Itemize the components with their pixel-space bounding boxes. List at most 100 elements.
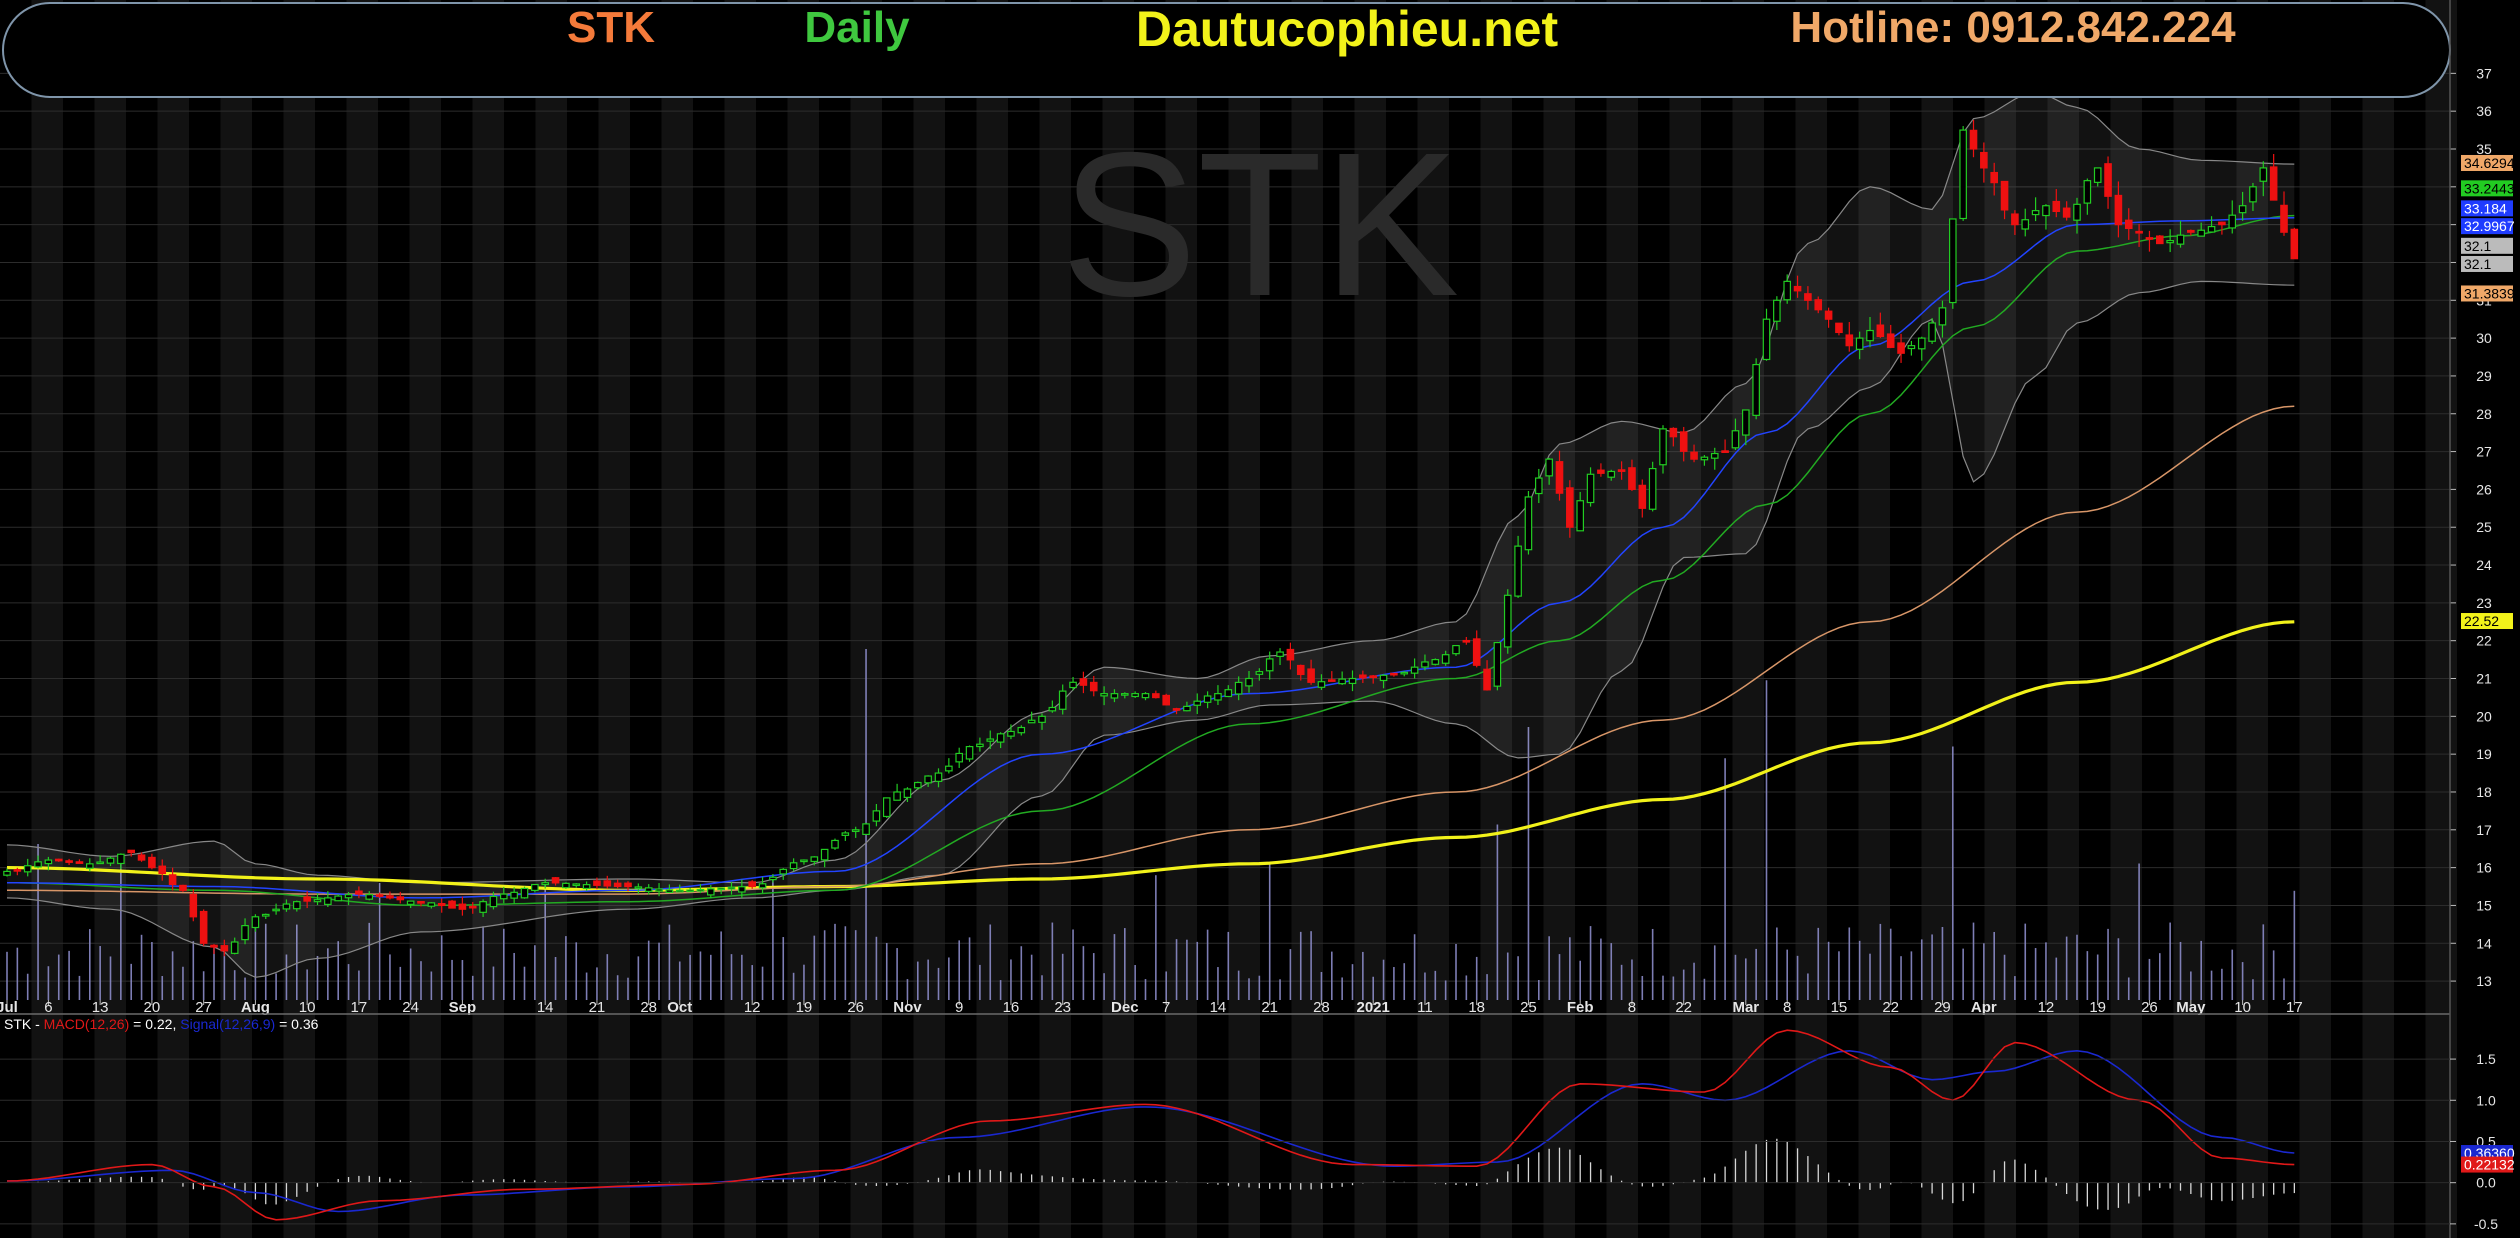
- candle-up: [1007, 730, 1015, 737]
- candle-up: [644, 887, 653, 892]
- date-tick-label: 2021: [1357, 999, 1390, 1016]
- candle-down: [189, 893, 198, 918]
- candle-up: [1245, 677, 1253, 687]
- candle-up: [1234, 681, 1243, 695]
- candle-down: [2290, 228, 2299, 260]
- candle-down: [127, 849, 136, 854]
- price-tag-label: 33.184: [2464, 200, 2507, 216]
- price-grid: [0, 72, 2450, 982]
- candle-up: [851, 829, 860, 833]
- macd-line: [6, 1029, 2295, 1221]
- price-tag-label: 32.1: [2464, 256, 2491, 272]
- candle-up: [758, 883, 767, 889]
- header-bar: STK Daily Dautucophieu.net Hotline: 0912…: [2, 1, 2451, 98]
- date-tick-label: 22: [1675, 999, 1692, 1016]
- candle-up: [1048, 706, 1057, 712]
- date-tick-label: 7: [1162, 999, 1170, 1016]
- signal-line: [6, 1049, 2295, 1213]
- price-tag: [2461, 613, 2513, 630]
- candle-up: [2166, 240, 2174, 244]
- candle-up: [1866, 329, 1874, 342]
- column-band: [2425, 0, 2457, 1238]
- candle-up: [261, 913, 270, 917]
- column-band: [2362, 0, 2394, 1238]
- macd-legend-signal: Signal(12,26,9): [180, 1016, 275, 1032]
- candle-up: [106, 857, 115, 864]
- date-tick-label: 17: [2286, 999, 2303, 1016]
- date-tick-label: 15: [1831, 999, 1848, 1016]
- price-tick-label: 25: [2476, 519, 2492, 535]
- candle-up: [1400, 671, 1409, 675]
- candle-up: [282, 903, 291, 910]
- candle-up: [1203, 695, 1212, 703]
- column-band: [31, 0, 63, 1238]
- price-tag-label: 32.1: [2464, 238, 2491, 254]
- candle-up: [406, 900, 415, 905]
- candle-down: [2269, 166, 2278, 201]
- price-tick-label: 20: [2476, 708, 2492, 724]
- candle-up: [1193, 700, 1202, 706]
- candle-down: [1990, 171, 1999, 184]
- price-tick-label: 24: [2476, 557, 2492, 573]
- candle-up: [945, 765, 953, 772]
- candle-up: [1576, 500, 1585, 532]
- candle-down: [396, 896, 405, 901]
- candle-down: [1483, 668, 1491, 691]
- candle-down: [148, 856, 156, 869]
- candle-down: [1876, 324, 1885, 338]
- candle-up: [1131, 693, 1139, 698]
- candle-up: [582, 884, 591, 890]
- price-tag: [2461, 255, 2513, 272]
- candle-down: [1296, 664, 1305, 676]
- price-tick-label: 17: [2476, 822, 2492, 838]
- candle-up: [531, 883, 539, 892]
- candle-up: [541, 882, 550, 886]
- column-band: [976, 0, 1008, 1238]
- price-tag: [2461, 237, 2513, 254]
- date-tick-label: 29: [1934, 999, 1951, 1016]
- candle-up: [313, 899, 322, 903]
- candle-down: [168, 874, 177, 886]
- candle-up: [1586, 473, 1595, 504]
- column-band: [1543, 0, 1575, 1238]
- column-band: [2299, 0, 2331, 1238]
- candle-up: [696, 888, 705, 892]
- candle-up: [1741, 409, 1750, 436]
- candle-up: [1058, 690, 1067, 710]
- candle-up: [1731, 430, 1740, 449]
- candle-down: [551, 877, 560, 884]
- candle-up: [23, 865, 32, 873]
- candle-up: [572, 883, 581, 887]
- date-tick-label: 14: [537, 999, 554, 1016]
- candle-down: [75, 861, 84, 864]
- candle-up: [1959, 129, 1967, 220]
- candle-up: [1017, 726, 1026, 734]
- date-tick-label: 25: [1520, 999, 1537, 1016]
- candle-down: [1897, 342, 1905, 354]
- date-tick-label: 23: [1054, 999, 1071, 1016]
- candle-up: [1648, 467, 1657, 510]
- candle-down: [1617, 469, 1626, 472]
- candle-up: [1441, 654, 1450, 664]
- candle-down: [1669, 427, 1678, 438]
- candle-down: [1390, 672, 1398, 676]
- candle-up: [2207, 225, 2216, 233]
- macd-tick-label: -0.5: [2474, 1216, 2498, 1232]
- column-band: [1858, 0, 1890, 1238]
- date-tick-label: 14: [1210, 999, 1227, 1016]
- bollinger-lower-line: [6, 280, 2295, 978]
- candle-down: [1721, 450, 1729, 453]
- candle-up: [1907, 345, 1916, 350]
- price-tick-label: 28: [2476, 406, 2492, 422]
- candle-up: [903, 788, 912, 798]
- candle-down: [137, 854, 146, 861]
- price-tag: [2461, 200, 2513, 217]
- price-tick-label: 35: [2476, 141, 2492, 157]
- price-tag-label: 34.6294: [2464, 155, 2515, 171]
- candle-down: [1886, 333, 1895, 348]
- candle-up: [324, 897, 332, 905]
- candle-down: [1286, 648, 1295, 661]
- candle-up: [1338, 678, 1346, 685]
- candle-up: [2021, 219, 2030, 230]
- price-tick-label: 22: [2476, 633, 2492, 649]
